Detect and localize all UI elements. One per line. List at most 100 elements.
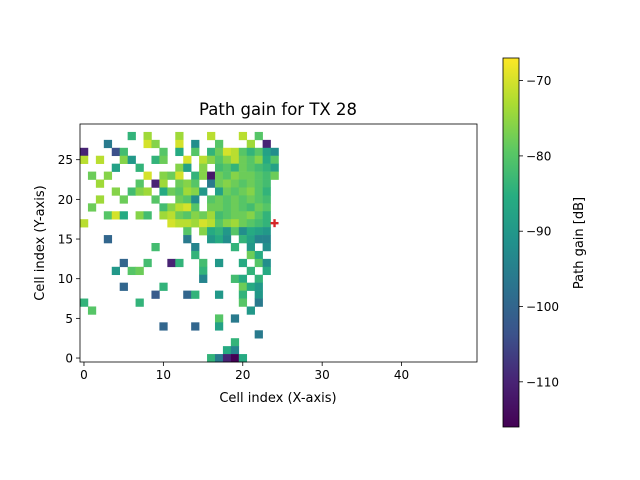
heatmap-cell xyxy=(238,155,248,164)
heatmap-cell xyxy=(238,195,248,204)
heatmap-cell xyxy=(191,147,200,157)
heatmap-cell xyxy=(230,354,240,363)
heatmap-cell xyxy=(246,266,255,276)
heatmap-cell xyxy=(207,171,216,180)
heatmap-cell xyxy=(80,219,89,228)
heatmap-cell xyxy=(222,155,232,164)
heatmap-cell xyxy=(214,227,224,236)
heatmap-cell xyxy=(246,155,255,164)
heatmap-cell xyxy=(95,179,105,188)
heatmap-cell xyxy=(254,235,263,244)
heatmap-cell xyxy=(119,211,128,220)
heatmap-cell xyxy=(199,187,208,196)
heatmap-cell xyxy=(191,322,200,331)
heatmap-cell xyxy=(199,274,208,283)
heatmap-cell xyxy=(199,227,208,236)
heatmap-cell xyxy=(214,290,224,299)
heatmap-cell xyxy=(246,250,255,260)
heatmap-cell xyxy=(103,211,113,220)
heatmap-cell xyxy=(87,171,97,180)
heatmap-cell xyxy=(238,219,248,228)
y-axis-label: Cell index (Y-axis) xyxy=(33,185,48,300)
heatmap-cell xyxy=(230,187,240,196)
heatmap-cell xyxy=(191,250,200,260)
heatmap-cell xyxy=(167,219,176,228)
heatmap-cell xyxy=(80,155,89,164)
heatmap-cell xyxy=(167,258,176,268)
heatmap-cell xyxy=(230,274,240,283)
x-axis-label: Cell index (X-axis) xyxy=(219,391,336,406)
y-tick-label: 15 xyxy=(58,233,73,247)
heatmap-cell xyxy=(222,354,232,363)
heatmap-cell xyxy=(143,211,152,220)
heatmap-cell xyxy=(175,258,184,268)
heatmap-cell xyxy=(199,163,208,172)
heatmap-cell xyxy=(175,203,184,212)
heatmap-cell xyxy=(191,219,200,228)
heatmap-cell xyxy=(270,163,279,172)
y-tick-label: 10 xyxy=(58,272,73,286)
heatmap-cell xyxy=(214,163,224,172)
y-tick-label: 5 xyxy=(65,312,73,326)
heatmap-cell xyxy=(127,155,136,164)
heatmap-cell xyxy=(246,219,255,228)
axes-frame xyxy=(79,123,478,363)
heatmap-cell xyxy=(262,171,271,180)
heatmap-cell xyxy=(151,243,160,252)
heatmap-cell xyxy=(262,163,271,172)
heatmap-cell xyxy=(254,219,263,228)
colorbar-tick-label: −80 xyxy=(526,149,551,163)
heatmap-cell xyxy=(222,147,232,157)
heatmap-cell xyxy=(214,235,224,244)
heatmap-cell xyxy=(270,155,279,164)
heatmap-cell xyxy=(254,147,263,157)
heatmap-cell xyxy=(167,211,176,220)
heatmap-cell xyxy=(254,274,263,283)
heatmap-cell xyxy=(222,163,232,172)
heatmap-cell xyxy=(159,171,168,180)
heatmap-cell xyxy=(254,250,263,260)
colorbar-tick-label: −70 xyxy=(526,74,551,88)
heatmap-cell xyxy=(175,139,184,149)
heatmap-cell xyxy=(230,171,240,180)
heatmap-cell xyxy=(254,258,263,268)
colorbar-label: Path gain [dB] xyxy=(572,197,587,289)
heatmap-cell xyxy=(238,227,248,236)
heatmap-cell xyxy=(254,187,263,196)
heatmap-cell xyxy=(167,171,176,180)
heatmap-cell xyxy=(207,227,216,236)
heatmap-cell xyxy=(262,227,271,236)
heatmap-cell xyxy=(80,298,89,307)
heatmap-cell xyxy=(222,187,232,196)
heatmap-cell xyxy=(167,187,176,196)
heatmap-cell xyxy=(151,155,160,164)
heatmap-cell xyxy=(159,203,168,212)
heatmap-cell xyxy=(135,298,144,307)
heatmap-cell xyxy=(254,227,263,236)
heatmap-cell xyxy=(135,163,144,172)
heatmap-cell xyxy=(103,171,113,180)
heatmap-cell xyxy=(222,171,232,180)
heatmap-cell xyxy=(214,195,224,204)
heatmap-cell xyxy=(230,203,240,212)
heatmap-cell xyxy=(230,195,240,204)
heatmap-cell xyxy=(222,195,232,204)
heatmap-cell xyxy=(207,354,216,363)
heatmap-cell xyxy=(183,235,192,244)
heatmap-cell xyxy=(175,179,184,188)
heatmap-cell xyxy=(214,258,224,268)
heatmap-cell xyxy=(222,227,232,236)
heatmap-cell xyxy=(175,219,184,228)
heatmap-cell xyxy=(254,163,263,172)
y-tick-label: 0 xyxy=(65,352,73,366)
heatmap-cell xyxy=(262,258,271,268)
heatmap-cell xyxy=(254,203,263,212)
heatmap-cell xyxy=(159,155,168,164)
colorbar-gradient xyxy=(503,58,519,427)
heatmap-cell xyxy=(270,171,279,180)
heatmap-cell xyxy=(135,179,144,188)
heatmap-cell xyxy=(230,163,240,172)
heatmap-cell xyxy=(254,330,263,339)
heatmap-cell xyxy=(175,131,184,141)
heatmap-cell xyxy=(246,203,255,212)
